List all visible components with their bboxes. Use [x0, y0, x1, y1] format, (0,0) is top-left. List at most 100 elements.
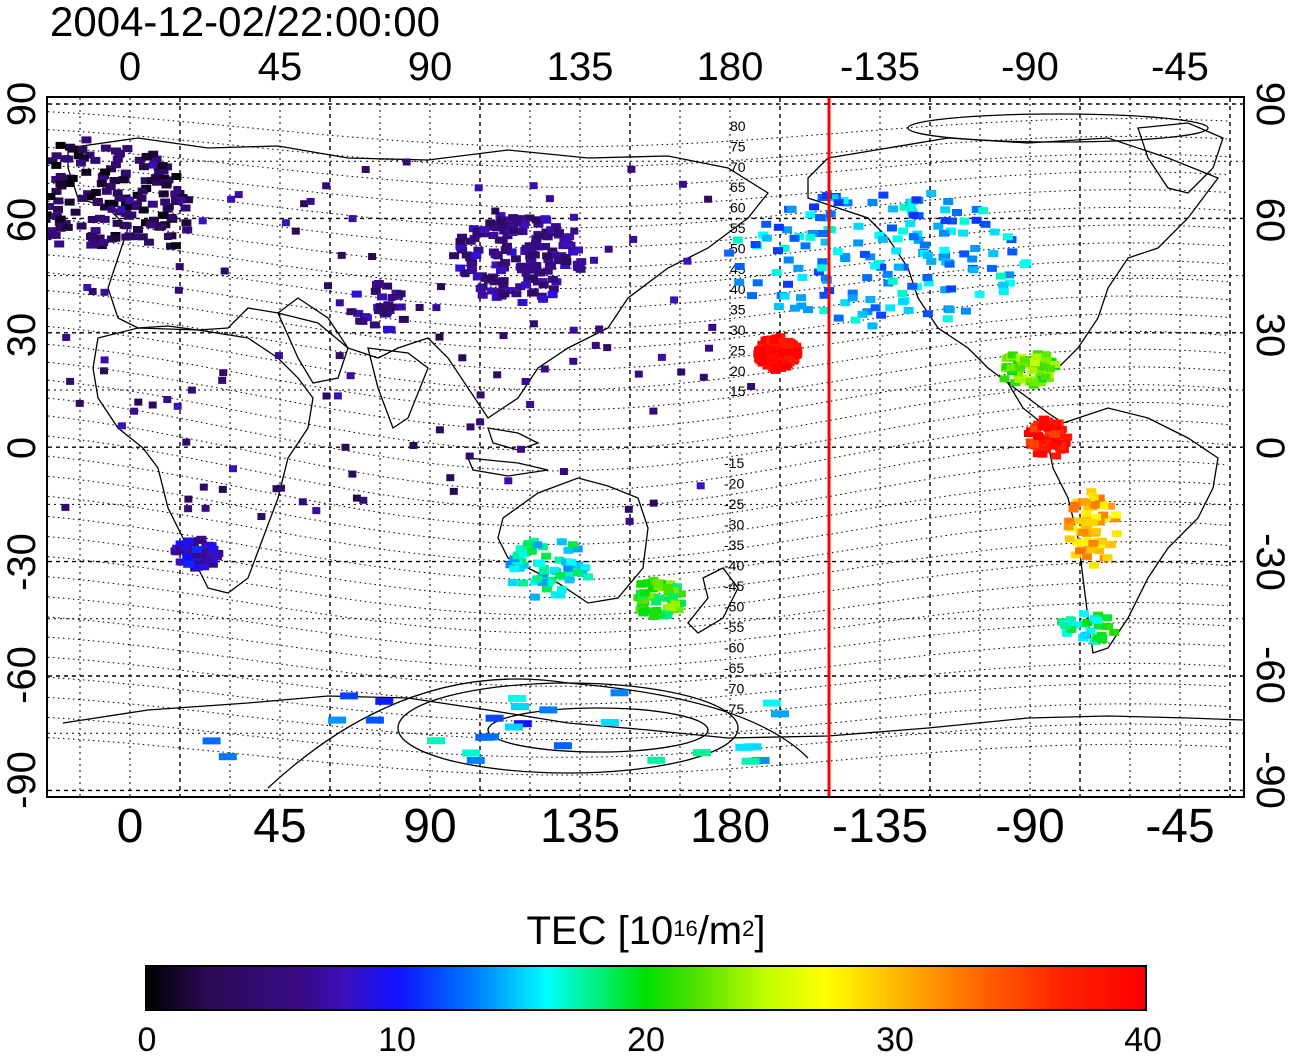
tec-patch [1004, 279, 1015, 287]
tec-map-plot[interactable]: 8075706560555045403530252015-15-20-25-30… [48, 98, 1243, 796]
tec-patch [277, 484, 285, 492]
tec-patch [375, 303, 386, 311]
tec-patch [952, 209, 962, 216]
tec-patch [554, 556, 565, 564]
tec-patch [496, 267, 506, 275]
tec-patch [157, 162, 168, 170]
contour-label: -45 [724, 578, 744, 594]
tec-patch [490, 251, 501, 259]
right-lat-tick: 30 [1248, 312, 1292, 358]
north-america-outline [807, 137, 1220, 384]
tec-patch [370, 287, 381, 295]
tec-patch [180, 204, 191, 212]
tec-patch [446, 474, 455, 482]
tec-patch [234, 191, 243, 199]
tec-patch [885, 304, 896, 312]
tec-patch [1007, 368, 1017, 376]
tec-patch [514, 564, 525, 572]
tec-patch [1089, 501, 1100, 509]
tec-patch [882, 270, 893, 278]
tec-patch [432, 304, 441, 312]
tec-patch [1097, 537, 1107, 545]
tec-patch [48, 157, 58, 165]
tec-patch [532, 541, 543, 549]
tec-measurement-patches [48, 136, 1122, 765]
tec-patch [1063, 523, 1074, 531]
tec-patch [62, 223, 73, 231]
right-lat-tick: -30 [1248, 533, 1292, 591]
magnetic-contour [48, 475, 1229, 545]
tec-patch [328, 716, 347, 724]
tec-patch [1106, 540, 1117, 548]
tec-patch [512, 552, 523, 560]
tec-patch [499, 290, 510, 298]
tec-patch [999, 375, 1010, 383]
tec-patch [967, 255, 978, 263]
tec-patch [528, 537, 539, 545]
tec-patch [938, 253, 949, 261]
tec-patch [505, 287, 516, 295]
tec-patch [176, 196, 185, 204]
bottom-lon-tick: 90 [403, 800, 457, 853]
tec-patch [989, 228, 1000, 236]
tec-patch [747, 292, 757, 300]
tec-patch [1094, 518, 1105, 526]
tec-patch [507, 579, 518, 586]
tec-patch [968, 266, 979, 274]
tec-patch [498, 277, 509, 285]
tec-patch [1035, 369, 1046, 377]
tec-patch [1029, 425, 1040, 433]
magnetic-contour [48, 435, 1229, 510]
tec-patch [800, 242, 811, 250]
bottom-lon-tick: 135 [539, 800, 621, 853]
tec-patch [306, 197, 315, 205]
tec-patch [130, 407, 139, 415]
tec-patch [1061, 629, 1072, 637]
tec-patch [535, 560, 546, 567]
tec-patch [55, 173, 66, 180]
tec-patch [583, 573, 593, 581]
tec-patch [1037, 450, 1048, 458]
contour-label: -40 [724, 558, 744, 574]
tec-patch [533, 232, 544, 240]
tec-patch [1027, 367, 1038, 375]
tec-patch [121, 205, 132, 213]
tec-patch [97, 173, 108, 181]
tec-patch [907, 282, 918, 290]
tec-patch [134, 156, 145, 164]
tec-patch [677, 368, 686, 376]
tec-patch [499, 332, 508, 340]
tec-patch [673, 606, 684, 614]
magnetic-contour [48, 397, 1229, 472]
tec-patch [573, 246, 583, 254]
tec-patch [1080, 499, 1091, 506]
tec-patch [773, 350, 784, 358]
top-lon-tick: 45 [257, 45, 303, 89]
south-pole-contour [267, 678, 809, 789]
tec-patch [547, 275, 558, 283]
magnetic-contour [48, 636, 1229, 687]
tec-patch [580, 564, 591, 572]
tec-patch [199, 563, 210, 571]
tec-patch [508, 694, 527, 702]
tec-patch [560, 254, 571, 262]
tec-patch [653, 579, 664, 587]
tec-patch [455, 242, 466, 250]
tec-patch [655, 612, 666, 620]
tec-patch [493, 371, 502, 379]
tec-patch [465, 452, 474, 460]
tec-patch [489, 278, 500, 286]
tec-patch [115, 149, 125, 157]
tec-patch [485, 714, 504, 722]
tec-patch [324, 282, 332, 290]
tec-patch [770, 366, 781, 374]
tec-patch [182, 553, 193, 561]
tec-patch [163, 396, 172, 403]
tec-patch [1089, 561, 1100, 569]
magnetic-contour [48, 111, 1229, 148]
tec-patch [870, 262, 881, 270]
magnetic-contour [48, 656, 1229, 705]
tec-patch [891, 247, 902, 255]
tec-patch [543, 579, 554, 587]
tec-patch [51, 152, 62, 160]
